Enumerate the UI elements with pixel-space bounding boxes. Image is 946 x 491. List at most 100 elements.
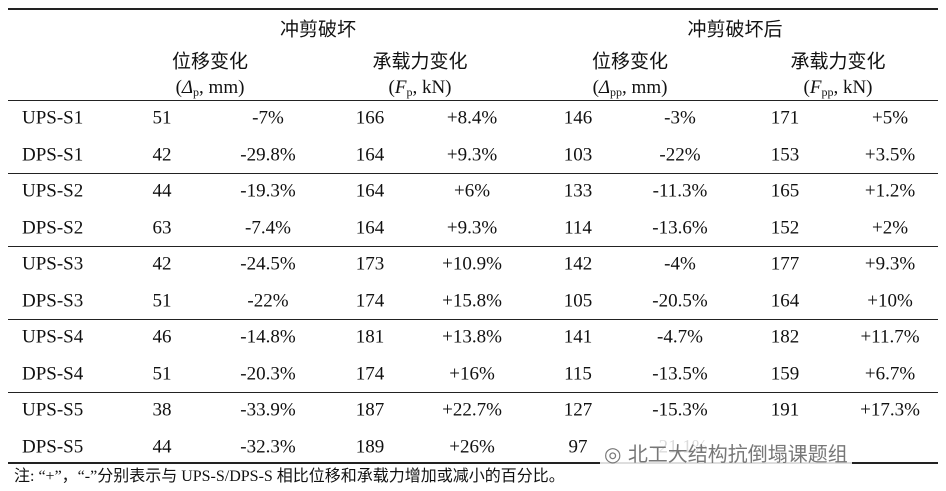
unit-symbol: F	[394, 77, 407, 98]
cell: +26%	[449, 436, 495, 457]
column-header: 承载力变化	[372, 51, 468, 73]
group-header: 冲剪破坏后	[687, 19, 783, 41]
cell: 165	[770, 180, 800, 202]
cell: +6%	[453, 180, 491, 202]
column-header: 承载力变化	[790, 51, 886, 73]
cell: 164	[355, 217, 385, 238]
cell: 103	[563, 144, 593, 165]
cell: 164	[770, 290, 800, 311]
unit-open: (	[388, 77, 395, 98]
cell: -19.3%	[240, 180, 296, 202]
unit-close: , mm)	[199, 77, 245, 98]
cell: +16%	[449, 363, 495, 384]
row-label: DPS-S1	[22, 144, 84, 165]
cell: 166	[355, 107, 385, 129]
cell: -20.3%	[240, 363, 296, 384]
cell: 46	[152, 326, 172, 348]
cell: +8.4%	[446, 107, 498, 129]
cell: -13.5%	[652, 363, 708, 384]
cell: +11.7%	[860, 326, 920, 348]
row-label: UPS-S1	[22, 107, 84, 129]
cell: +9.3%	[446, 144, 498, 165]
cell: +3.5%	[864, 144, 916, 165]
row-label: UPS-S2	[22, 180, 84, 202]
unit-sub: pp	[610, 85, 623, 99]
unit-open: (	[175, 77, 182, 98]
cell: 174	[355, 290, 385, 311]
cell: -13.6%	[652, 217, 708, 238]
row-label: DPS-S3	[22, 290, 84, 311]
cell: +10%	[867, 290, 913, 311]
cell: -15.3%	[652, 399, 708, 421]
cell: 97	[568, 436, 588, 457]
cell: +15.8%	[442, 290, 502, 311]
cell: 114	[564, 217, 592, 238]
unit-open: (	[592, 77, 599, 98]
cell: +17.3%	[860, 399, 920, 421]
cell: 152	[770, 217, 800, 238]
cell: 44	[152, 180, 172, 202]
cell: 42	[152, 253, 172, 275]
unit-symbol: F	[809, 77, 822, 98]
cell: 181	[355, 326, 385, 348]
row-label: DPS-S5	[22, 436, 84, 457]
cell: -33.9%	[240, 399, 296, 421]
cell: -32.3%	[240, 436, 296, 457]
cell: +13.8%	[442, 326, 502, 348]
cell: 174	[355, 363, 385, 384]
cell: +5%	[871, 107, 909, 129]
row-label: DPS-S4	[22, 363, 84, 384]
cell: 153	[770, 144, 800, 165]
unit: (Δpp, mm)	[593, 78, 668, 98]
unit-symbol: Δ	[598, 77, 611, 98]
group-rule	[8, 391, 938, 393]
cell: 42	[152, 144, 172, 165]
cell: 105	[563, 290, 593, 311]
cell: +6.7%	[864, 363, 916, 384]
cell: -7.4%	[245, 217, 291, 238]
cell: +9.3%	[446, 217, 498, 238]
cell: 164	[355, 180, 385, 202]
unit-sub: pp	[821, 85, 834, 99]
watermark-icon: ◎	[604, 442, 628, 466]
column-header: 位移变化	[171, 51, 249, 73]
cell: 187	[355, 399, 385, 421]
group-rule	[8, 245, 938, 247]
unit-symbol: Δ	[181, 77, 194, 98]
cell: -29.8%	[240, 144, 296, 165]
row-label: UPS-S5	[22, 399, 84, 421]
cell: -22%	[659, 144, 701, 165]
cell: 51	[152, 363, 172, 384]
cell: 141	[563, 326, 593, 348]
cell: 127	[563, 399, 593, 421]
row-label: DPS-S2	[22, 217, 84, 238]
header-rule	[8, 100, 938, 101]
cell: -14.8%	[240, 326, 296, 348]
cell: 182	[770, 326, 800, 348]
cell: +2%	[871, 217, 909, 238]
group-rule	[8, 172, 938, 174]
unit: (Fpp, kN)	[804, 78, 873, 98]
cell: 63	[152, 217, 172, 238]
watermark-text: 北工大结构抗倒塌课题组	[627, 442, 848, 466]
cell: 44	[152, 436, 172, 457]
cell: 164	[355, 144, 385, 165]
unit-close: , mm)	[622, 77, 668, 98]
watermark: ◎ 北工大结构抗倒塌课题组	[600, 436, 852, 469]
cell: +10.9%	[442, 253, 502, 275]
unit-sub: p	[193, 85, 200, 99]
cell: -24.5%	[240, 253, 296, 275]
bottom-rule	[8, 462, 938, 464]
cell: 115	[564, 363, 592, 384]
top-rule	[8, 8, 938, 10]
unit-sub: p	[406, 85, 413, 99]
cell: +22.7%	[442, 399, 502, 421]
note: 注: “+”，“-”分别表示与 UPS-S/DPS-S 相比位移和承载力增加或减…	[14, 468, 565, 485]
unit-close: , kN)	[412, 77, 452, 98]
unit: (Δp, mm)	[176, 78, 245, 98]
cell: -11.3%	[652, 180, 708, 202]
cell: 146	[563, 107, 593, 129]
row-label: UPS-S3	[22, 253, 84, 275]
group-header: 冲剪破坏	[279, 19, 357, 41]
